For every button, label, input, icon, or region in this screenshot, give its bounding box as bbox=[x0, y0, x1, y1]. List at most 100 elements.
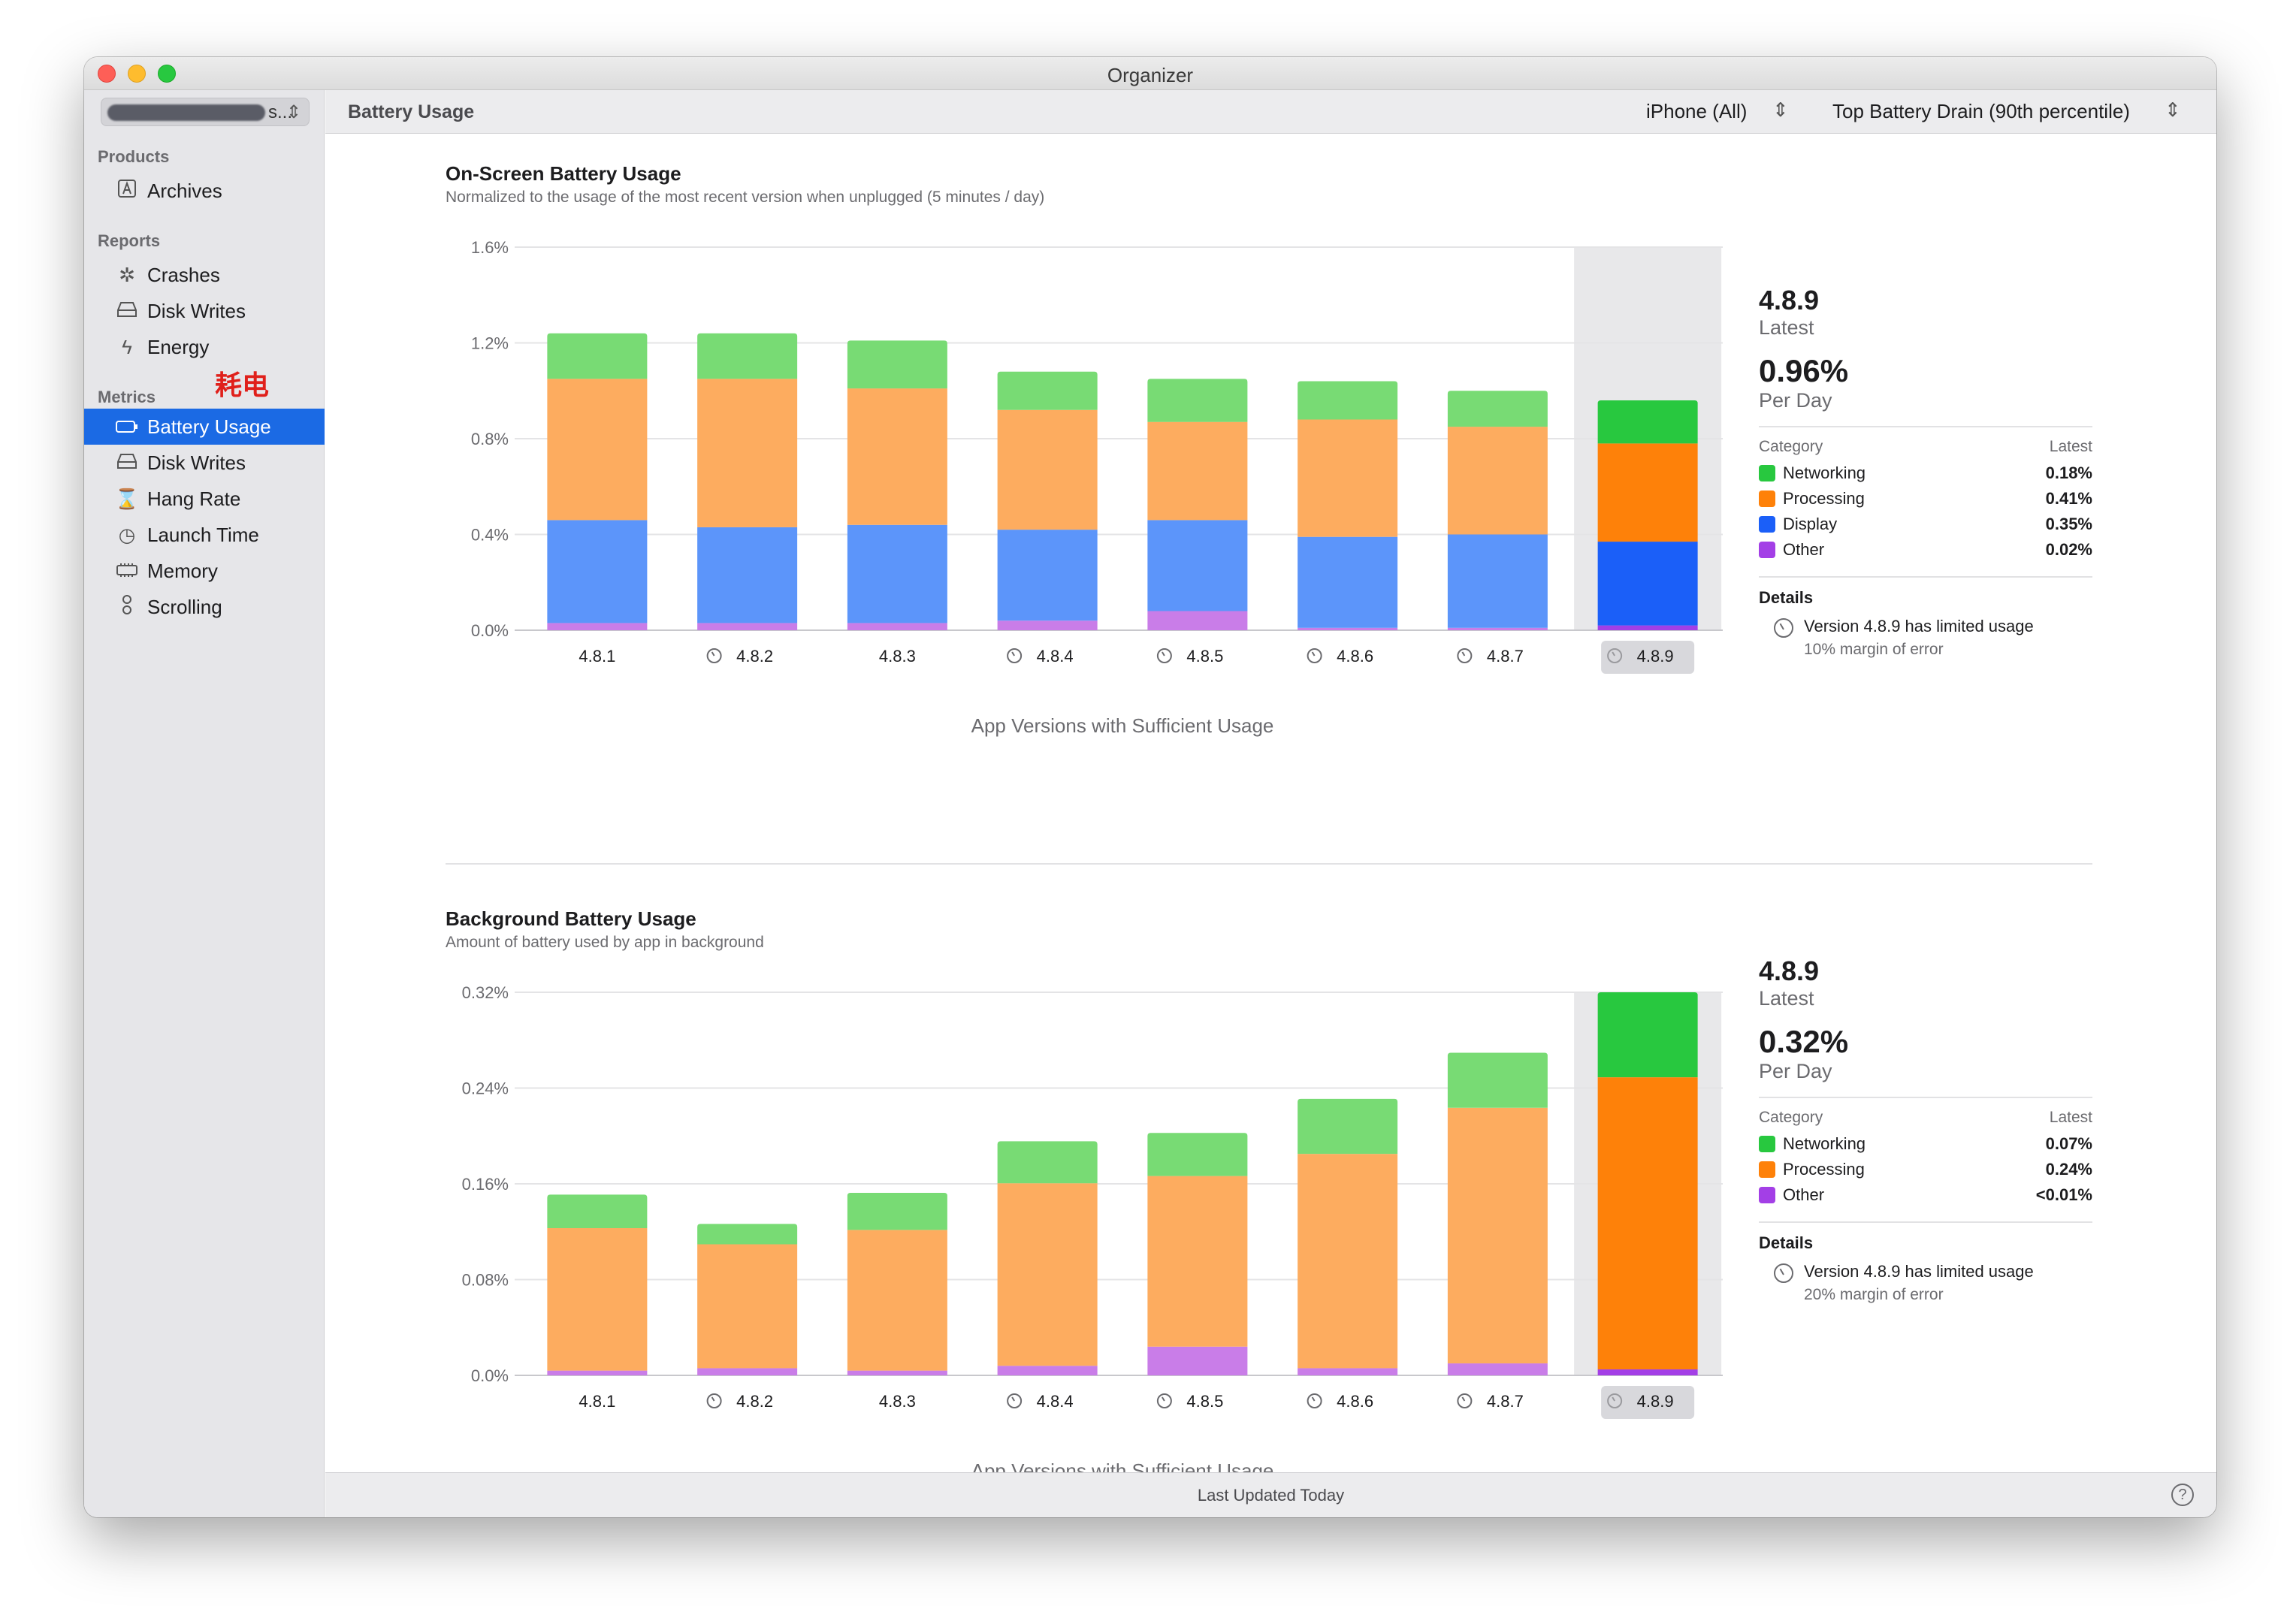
bar-stack-4.8.5[interactable] bbox=[1147, 379, 1248, 630]
selected-version-pill[interactable] bbox=[1601, 1386, 1695, 1419]
legend-name: Networking bbox=[1783, 463, 1866, 482]
latest-version: 4.8.9 bbox=[1759, 285, 1820, 315]
scheme-label: s... bbox=[268, 102, 293, 122]
bar-segment-other bbox=[697, 623, 798, 630]
limited-usage-icon bbox=[1007, 648, 1023, 663]
x-tick-label: 4.8.3 bbox=[879, 1392, 916, 1411]
device-filter-popup[interactable]: iPhone (All) bbox=[1646, 100, 1748, 122]
bar-segment-processing bbox=[1447, 1107, 1548, 1364]
bar-segment-other bbox=[847, 1370, 947, 1375]
sidebar-item-disk-writes-metric[interactable]: Disk Writes bbox=[84, 445, 325, 481]
bar-stack-4.8.2[interactable] bbox=[697, 1224, 798, 1375]
memory-icon bbox=[114, 560, 140, 583]
sidebar-item-energy[interactable]: ϟ Energy bbox=[84, 329, 325, 365]
bar-stack-4.8.1[interactable] bbox=[547, 333, 648, 630]
bar-stack-4.8.4[interactable] bbox=[997, 1141, 1098, 1375]
sidebar-item-disk-writes-report[interactable]: Disk Writes bbox=[84, 293, 325, 329]
background-battery-chart: 0.0% 0.08% 0.16% 0.24% 0.32% 4.8.1 4.8.2 4.8.3 4… bbox=[462, 983, 1723, 1482]
bar-segment-processing bbox=[547, 1227, 648, 1371]
limited-usage-icon-hand bbox=[1612, 651, 1615, 657]
limited-usage-icon bbox=[1607, 648, 1623, 663]
bar-segment-networking bbox=[1597, 992, 1698, 1078]
legend-row-display: Display 0.35% bbox=[1759, 512, 2092, 537]
sidebar-item-launch-time[interactable]: ◷ Launch Time bbox=[84, 517, 325, 553]
bar-stack-4.8.3[interactable] bbox=[847, 1192, 947, 1375]
bar-segment-networking bbox=[1147, 379, 1248, 422]
onscreen-stats-panel: 4.8.9 Latest 0.96% Per Day Category Late… bbox=[1759, 285, 2092, 659]
sidebar-item-label: Scrolling bbox=[147, 595, 222, 618]
limited-usage-icon bbox=[1457, 648, 1473, 663]
per-day-label: Per Day bbox=[1759, 389, 1832, 412]
limited-usage-icon-hand bbox=[711, 651, 715, 657]
bar-stack-4.8.4[interactable] bbox=[997, 371, 1098, 630]
limited-usage-icon bbox=[706, 1393, 722, 1408]
sidebar: s... ⇕ Products Archives Reports ✲ Crash… bbox=[84, 90, 325, 1517]
title-bar[interactable]: Organizer bbox=[84, 57, 2216, 90]
group-reports: Reports bbox=[98, 231, 161, 250]
zoom-button[interactable] bbox=[158, 65, 176, 83]
x-tick-label: 4.8.9 bbox=[1637, 1392, 1674, 1411]
bar-segment-other bbox=[547, 1370, 648, 1375]
sidebar-item-archives[interactable]: Archives bbox=[84, 173, 325, 209]
bar-segment-processing bbox=[547, 379, 648, 521]
bar-stack-4.8.1[interactable] bbox=[547, 1194, 648, 1375]
bar-stack-4.8.9[interactable] bbox=[1597, 400, 1698, 630]
annotation-label: 耗电 bbox=[215, 370, 270, 400]
bar-segment-processing bbox=[697, 1244, 798, 1369]
y-tick-label: 1.2% bbox=[471, 334, 509, 353]
legend-row-other: Other 0.02% bbox=[1759, 537, 2092, 563]
bar-stack-4.8.5[interactable] bbox=[1147, 1133, 1248, 1375]
other-swatch bbox=[1759, 1187, 1775, 1203]
details-line1: Version 4.8.9 has limited usage bbox=[1804, 617, 2034, 635]
x-tick-label: 4.8.2 bbox=[736, 1392, 773, 1411]
bar-stack-4.8.7[interactable] bbox=[1447, 1052, 1548, 1375]
bar-segment-networking bbox=[547, 333, 648, 379]
bar-segment-processing bbox=[1447, 427, 1548, 535]
bar-stack-4.8.7[interactable] bbox=[1447, 391, 1548, 630]
bar-segment-display bbox=[1597, 542, 1698, 626]
bar-stack-4.8.3[interactable] bbox=[847, 340, 947, 630]
legend-row-other: Other <0.01% bbox=[1759, 1182, 2092, 1208]
sidebar-item-memory[interactable]: Memory bbox=[84, 553, 325, 589]
bar-stack-4.8.2[interactable] bbox=[697, 333, 798, 630]
help-button[interactable]: ? bbox=[2171, 1484, 2194, 1506]
group-metrics: Metrics bbox=[98, 388, 156, 406]
bar-segment-networking bbox=[1447, 1052, 1548, 1108]
scheme-popup[interactable]: s... ⇕ bbox=[101, 98, 310, 126]
bar-segment-display bbox=[1447, 534, 1548, 628]
details-title: Details bbox=[1759, 1233, 1814, 1252]
bar-stack-4.8.6[interactable] bbox=[1298, 1098, 1398, 1375]
background-title: Background Battery Usage bbox=[446, 907, 696, 930]
sidebar-item-crashes[interactable]: ✲ Crashes bbox=[84, 257, 325, 293]
bar-stack-4.8.9[interactable] bbox=[1597, 992, 1698, 1375]
metric-filter-popup[interactable]: Top Battery Drain (90th percentile) bbox=[1832, 100, 2130, 122]
bar-segment-other bbox=[1147, 1346, 1248, 1375]
latest-label: Latest bbox=[1759, 316, 1814, 339]
chevron-updown-icon: ⇕ bbox=[2165, 98, 2181, 121]
x-tick-label: 4.8.4 bbox=[1037, 647, 1074, 666]
sidebar-item-hang-rate[interactable]: ⌛ Hang Rate bbox=[84, 481, 325, 517]
bar-segment-other bbox=[1597, 1369, 1698, 1375]
bar-segment-processing bbox=[1597, 443, 1698, 542]
bar-segment-other bbox=[547, 623, 648, 630]
bar-segment-processing bbox=[1298, 419, 1398, 537]
sidebar-item-scrolling[interactable]: Scrolling bbox=[84, 589, 325, 625]
selected-version-pill[interactable] bbox=[1601, 641, 1695, 674]
hourglass-icon: ⌛ bbox=[114, 487, 140, 510]
networking-swatch bbox=[1759, 465, 1775, 481]
minimize-button[interactable] bbox=[128, 65, 146, 83]
legend-row-networking: Networking 0.07% bbox=[1759, 1131, 2092, 1157]
bar-segment-other bbox=[1298, 1368, 1398, 1375]
report-content: On-Screen Battery Usage Normalized to th… bbox=[325, 134, 2216, 1482]
legend-name: Other bbox=[1783, 1185, 1825, 1204]
x-tick-label: 4.8.5 bbox=[1186, 1392, 1223, 1411]
bar-stack-4.8.6[interactable] bbox=[1298, 381, 1398, 631]
disk-icon bbox=[114, 300, 140, 323]
y-tick-label: 0.24% bbox=[462, 1079, 509, 1098]
x-tick-label: 4.8.6 bbox=[1337, 1392, 1373, 1411]
bar-segment-display bbox=[697, 527, 798, 623]
close-button[interactable] bbox=[98, 65, 116, 83]
sidebar-item-battery-usage[interactable]: Battery Usage bbox=[84, 409, 325, 445]
details-line2: 10% margin of error bbox=[1804, 641, 1944, 658]
other-swatch bbox=[1759, 542, 1775, 558]
